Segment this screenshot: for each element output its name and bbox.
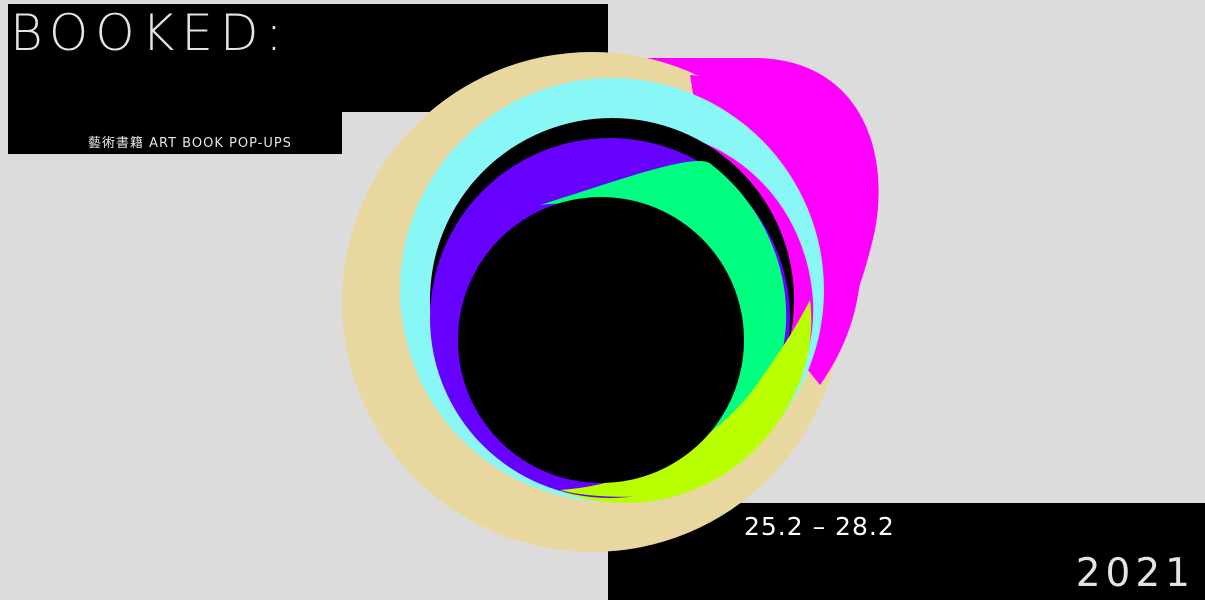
event-year: 2021 bbox=[1075, 551, 1195, 596]
event-dates: 25.2 – 28.2 bbox=[744, 512, 895, 541]
lime-crescent bbox=[560, 300, 812, 497]
subtitle-panel bbox=[8, 110, 342, 154]
poster-title: BOOKED: bbox=[10, 4, 290, 62]
black-core bbox=[458, 197, 744, 483]
poster-subtitle: 藝術書籍 ART BOOK POP-UPS bbox=[88, 136, 292, 151]
